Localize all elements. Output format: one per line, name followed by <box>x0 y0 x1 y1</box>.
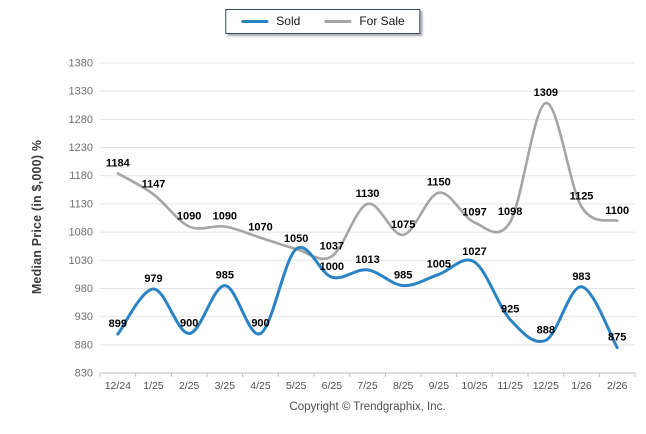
x-tick-label: 3/25 <box>215 380 236 392</box>
y-tick-label: 1080 <box>69 227 93 239</box>
x-tick-label: 4/25 <box>250 380 271 392</box>
sold-data-label: 983 <box>572 271 590 283</box>
x-tick-label: 10/25 <box>461 380 487 392</box>
sold-data-label: 979 <box>144 273 162 285</box>
y-tick-label: 1180 <box>69 170 93 182</box>
sold-data-label: 888 <box>537 324 555 336</box>
sold-data-label: 985 <box>216 270 234 282</box>
for-sale-data-label: 1150 <box>427 177 451 189</box>
for-sale-data-label: 1037 <box>320 240 344 252</box>
for-sale-data-label: 1090 <box>213 210 237 222</box>
x-tick-label: 7/25 <box>357 380 378 392</box>
for-sale-data-label: 1100 <box>605 205 629 217</box>
x-tick-label: 12/24 <box>105 380 131 392</box>
legend-item-sold: Sold <box>241 15 300 27</box>
y-tick-label: 880 <box>75 339 93 351</box>
y-tick-label: 1280 <box>69 114 93 126</box>
for-sale-data-label: 1070 <box>248 222 272 234</box>
y-tick-label: 1130 <box>69 198 93 210</box>
x-tick-label: 8/25 <box>393 380 414 392</box>
for-sale-data-label: 1125 <box>570 191 594 203</box>
y-tick-label: 1030 <box>69 255 93 267</box>
for-sale-data-label: 1130 <box>356 188 380 200</box>
legend-item-for-sale: For Sale <box>324 14 405 28</box>
sold-data-label: 899 <box>109 318 127 330</box>
x-tick-label: 1/25 <box>143 380 164 392</box>
sold-data-label: 1000 <box>320 261 344 273</box>
legend: Sold For Sale <box>225 9 421 34</box>
for-sale-data-label: 1309 <box>534 87 558 99</box>
x-tick-label: 2/25 <box>179 380 200 392</box>
sold-data-label: 1050 <box>284 233 308 245</box>
x-tick-label: 9/25 <box>429 380 450 392</box>
sold-data-label: 875 <box>608 332 626 344</box>
for-sale-data-label: 1090 <box>177 210 201 222</box>
sold-data-label: 985 <box>394 270 412 282</box>
sold-line <box>116 245 619 350</box>
for-sale-data-label: 1147 <box>142 178 166 190</box>
for-sale-line <box>116 101 619 261</box>
sold-data-label: 900 <box>251 318 269 330</box>
sold-line-icon <box>241 19 269 23</box>
for-sale-data-label: 1075 <box>391 219 415 231</box>
y-tick-label: 830 <box>75 368 93 380</box>
x-tick-label: 11/25 <box>497 380 523 392</box>
sold-data-label: 1013 <box>355 254 379 266</box>
y-tick-label: 1380 <box>69 58 93 70</box>
y-tick-label: 1230 <box>69 142 93 154</box>
x-tick-label: 6/25 <box>322 380 343 392</box>
sold-data-label: 925 <box>501 303 519 315</box>
sold-data-label: 1005 <box>427 258 451 270</box>
for-sale-data-label: 1098 <box>498 206 522 218</box>
for-sale-data-label: 1184 <box>106 157 131 169</box>
x-tick-label: 1/26 <box>571 380 592 392</box>
y-tick-label: 1330 <box>69 86 93 98</box>
legend-label-sold: Sold <box>276 14 301 28</box>
x-tick-label: 2/26 <box>607 380 628 392</box>
x-tick-label: 5/25 <box>286 380 307 392</box>
y-tick-label: 930 <box>75 311 93 323</box>
sold-data-label: 1027 <box>462 246 486 258</box>
for-sale-data-label: 1097 <box>462 207 486 219</box>
x-tick-label: 12/25 <box>533 380 559 392</box>
sold-data-label: 900 <box>180 318 198 330</box>
copyright-text: Copyright © Trendgraphix, Inc. <box>289 401 446 413</box>
legend-label-for-sale: For Sale <box>359 14 405 28</box>
for-sale-line-icon <box>324 19 352 23</box>
y-tick-label: 980 <box>75 283 93 295</box>
